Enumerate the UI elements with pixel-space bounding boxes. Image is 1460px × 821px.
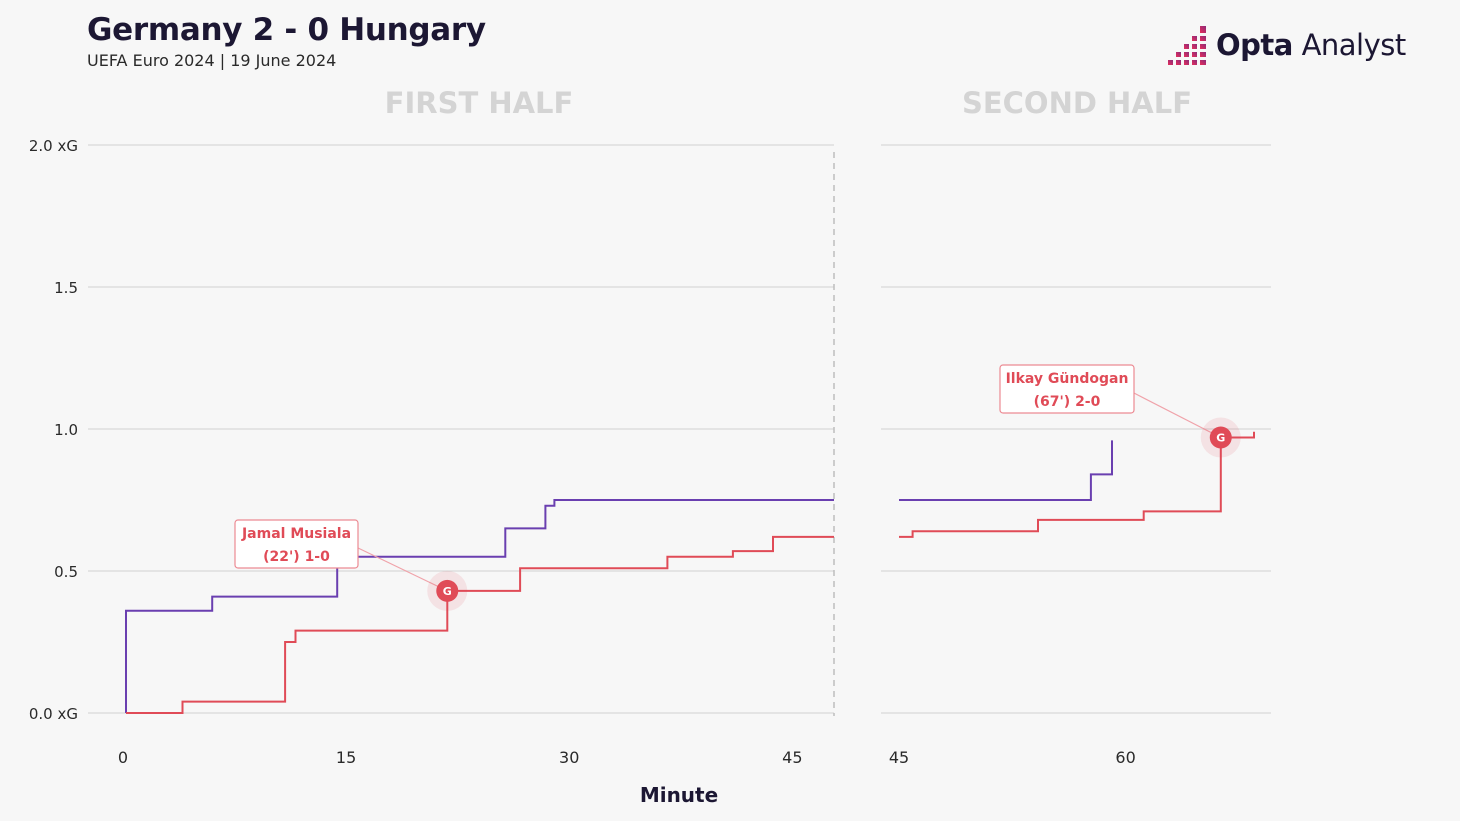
chart-subtitle: UEFA Euro 2024 | 19 June 2024 — [87, 51, 337, 70]
annotation-leader-line — [355, 546, 448, 592]
goal-marker — [436, 579, 459, 602]
chart-title: Germany 2 - 0 Hungary — [87, 12, 486, 48]
opta-analyst-logo: Opta Analyst — [1166, 24, 1406, 72]
y-tick-label: 2.0 xG — [29, 137, 78, 155]
germany-xg-line — [126, 535, 834, 714]
x-tick-label: 30 — [559, 748, 579, 767]
x-axis-ticks: 0 15 30 45 45 60 — [118, 748, 1136, 767]
opta-bars-icon — [1168, 26, 1206, 65]
annotation-player: Ilkay Gündogan — [1006, 371, 1129, 387]
x-tick-label: 15 — [336, 748, 356, 767]
y-tick-label: 0.0 xG — [29, 705, 78, 723]
goal-marker-label: G — [443, 585, 452, 598]
y-tick-label: 0.5 — [54, 563, 78, 581]
panel-title: SECOND HALF — [962, 86, 1192, 120]
goal-marker — [1209, 426, 1232, 449]
goal-marker-label: G — [1216, 432, 1225, 445]
y-axis-ticks: 0.0 xG 0.5 1.0 1.5 2.0 xG — [29, 137, 78, 723]
annotation-leader-line — [1131, 391, 1222, 439]
logo-product: Analyst — [1301, 28, 1407, 62]
hungary-xg-line — [125, 499, 834, 713]
x-axis-label: Minute — [640, 783, 718, 807]
annotation-player: Jamal Musiala — [241, 526, 351, 542]
hungary-xg-line — [899, 440, 1113, 501]
gridlines — [88, 144, 1271, 714]
annotation-box — [999, 364, 1135, 414]
annotation-detail: (67') 2-0 — [1034, 394, 1101, 410]
panel-titles: FIRST HALF SECOND HALF — [385, 86, 1192, 120]
x-tick-label: 45 — [782, 748, 802, 767]
logo-wordmark: Opta Analyst — [1216, 28, 1406, 62]
x-tick-label: 0 — [118, 748, 128, 767]
xg-series — [125, 431, 1255, 714]
x-tick-label: 60 — [1115, 748, 1135, 767]
annotation-box — [234, 519, 359, 569]
panel-title: FIRST HALF — [385, 86, 574, 120]
germany-xg-line — [899, 431, 1255, 538]
logo-brand: Opta — [1216, 28, 1293, 62]
x-tick-label: 45 — [889, 748, 909, 767]
y-tick-label: 1.0 — [54, 421, 78, 439]
goal-annotations: Jamal Musiala (22') 1-0 G Ilkay Gündogan (67… — [234, 364, 1241, 611]
y-tick-label: 1.5 — [54, 279, 78, 297]
annotation-detail: (22') 1-0 — [263, 549, 330, 565]
